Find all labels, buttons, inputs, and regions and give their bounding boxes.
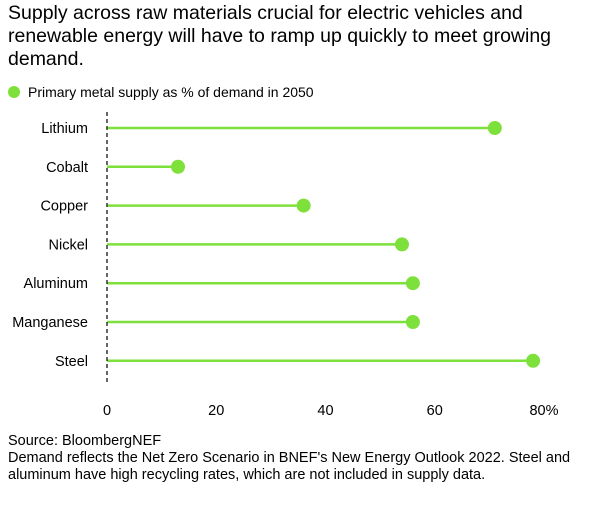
legend-label: Primary metal supply as % of demand in 2…: [28, 84, 314, 100]
point-steel: [526, 353, 541, 368]
chart-title: Supply across raw materials crucial for …: [8, 2, 552, 70]
point-manganese: [405, 315, 420, 329]
x-tick-label: 40: [317, 403, 333, 419]
point-nickel: [394, 237, 409, 252]
point-cobalt: [171, 159, 186, 174]
category-label-lithium: Lithium: [41, 121, 88, 137]
category-label-nickel: Nickel: [49, 237, 88, 253]
point-lithium: [487, 121, 502, 135]
point-aluminum: [405, 276, 420, 291]
legend: Primary metal supply as % of demand in 2…: [8, 83, 314, 101]
category-label-copper: Copper: [40, 199, 88, 215]
x-tick-label: 20: [208, 403, 224, 419]
source-note: Source: BloombergNEF: [8, 433, 162, 449]
x-tick-label: 60: [427, 403, 443, 419]
point-copper: [296, 198, 311, 213]
footer: Source: BloombergNEF Demand reflects the…: [8, 433, 600, 484]
x-tick-label: 80%: [529, 403, 558, 419]
category-label-steel: Steel: [55, 354, 88, 370]
category-label-manganese: Manganese: [12, 315, 88, 331]
legend-dot-icon: [8, 86, 20, 98]
category-label-aluminum: Aluminum: [24, 276, 88, 292]
category-label-cobalt: Cobalt: [46, 160, 88, 176]
methodology-note: Demand reflects the Net Zero Scenario in…: [8, 450, 571, 483]
x-tick-label: 0: [103, 403, 111, 419]
